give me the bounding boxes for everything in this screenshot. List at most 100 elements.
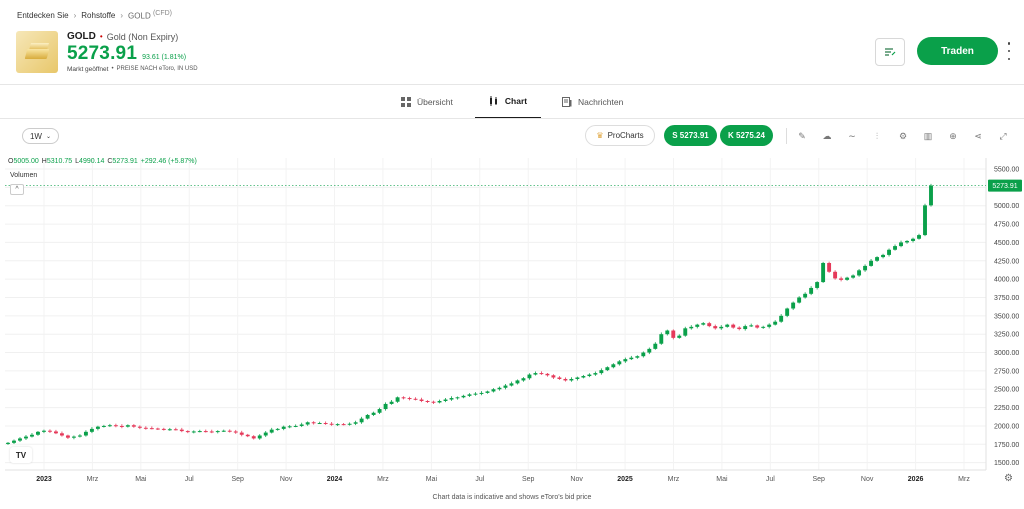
candle (161, 428, 166, 430)
candle (587, 374, 592, 377)
procharts-button[interactable]: ♛ ProCharts (585, 125, 655, 146)
candle (815, 282, 820, 288)
news-icon (562, 97, 572, 107)
y-tick-label: 2500.00 (994, 387, 1019, 394)
sell-button[interactable]: S 5273.91 (664, 125, 717, 146)
candle (6, 442, 10, 444)
candle (581, 376, 586, 378)
timeframe-select[interactable]: 1W ⌄ (22, 128, 59, 144)
last-price-badge (988, 179, 1022, 192)
candle (77, 435, 82, 437)
candle (821, 262, 826, 283)
gear-icon[interactable]: ⚙ (898, 130, 908, 141)
candle (719, 326, 724, 329)
candle (227, 430, 232, 432)
x-tick-label: Sep (813, 476, 826, 483)
tab-chart[interactable]: Chart (475, 85, 541, 119)
x-tick-label: Nov (280, 476, 293, 483)
candle (881, 254, 885, 258)
cloud-icon[interactable]: ☁ (822, 130, 832, 141)
chart-disclaimer: Chart data is indicative and shows eToro… (432, 494, 592, 501)
chart-settings-gear-icon[interactable]: ⚙ (1004, 473, 1013, 484)
x-tick-label: Nov (861, 476, 874, 483)
price-source-note: PREISE NACH eToro, IN USD (116, 66, 198, 72)
candle (143, 427, 148, 429)
y-tick-label: 5000.00 (994, 203, 1019, 210)
candle (65, 435, 70, 438)
volume-toggle-button[interactable]: ^ (10, 184, 24, 195)
candle (48, 430, 52, 432)
tab-overview[interactable]: Übersicht (401, 85, 453, 119)
candle (695, 324, 700, 327)
candle (119, 425, 124, 427)
tab-chart-label: Chart (504, 96, 528, 106)
candle (869, 260, 874, 266)
indicators-icon[interactable]: ⫶ (875, 130, 879, 141)
candle (731, 324, 736, 328)
candle (389, 401, 394, 404)
candle (491, 389, 496, 392)
y-tick-label: 2000.00 (994, 423, 1019, 430)
timeframe-value: 1W (29, 131, 42, 141)
candle (431, 401, 436, 403)
volume-label: Volumen (10, 172, 38, 179)
candle (845, 277, 850, 280)
x-tick-label: Mai (426, 476, 438, 483)
line-icon[interactable]: ∼ (848, 130, 856, 141)
ohlc-readout: O5005.00 H5310.75 L4990.14 C5273.91 +292… (8, 158, 197, 165)
breadcrumb-current: GOLD (CFD) (128, 10, 173, 21)
candle (527, 374, 532, 379)
candle (311, 422, 316, 424)
share-icon[interactable]: ⋖ (974, 130, 982, 141)
candle (473, 393, 478, 395)
candle (149, 428, 154, 430)
candle (545, 373, 550, 376)
candle (917, 235, 921, 239)
candle (191, 431, 196, 433)
price-chart[interactable]: 5500.005250.005000.004750.004500.004250.… (0, 152, 1024, 488)
buy-button[interactable]: K 5275.24 (720, 125, 773, 146)
candle (221, 430, 226, 432)
pencil-icon[interactable]: ✎ (798, 130, 806, 141)
watchlist-button[interactable] (875, 38, 905, 66)
candle (197, 431, 202, 433)
candle (683, 328, 688, 336)
candle (641, 352, 646, 357)
candle (575, 377, 580, 379)
expand-icon[interactable]: ⤢ (999, 130, 1007, 141)
candle (449, 398, 454, 400)
more-options-icon[interactable] (1005, 42, 1013, 60)
candle (281, 426, 286, 429)
trade-button[interactable]: Traden (917, 37, 998, 65)
y-tick-label: 4250.00 (994, 258, 1019, 265)
ohlc-change: +292.46 (+5.87%) (140, 158, 197, 165)
y-tick-label: 5500.00 (994, 167, 1019, 174)
breadcrumb-explore[interactable]: Entdecken Sie (17, 10, 69, 20)
tradingview-logo[interactable]: TV (10, 447, 32, 463)
candle (36, 431, 40, 435)
candle (383, 403, 388, 410)
asset-symbol: GOLD (67, 31, 96, 42)
candle (755, 325, 760, 328)
candle (623, 359, 628, 362)
candle (42, 430, 46, 432)
tabs-divider (0, 118, 1024, 119)
candle (551, 375, 556, 378)
candle (713, 326, 718, 329)
y-tick-label: 3250.00 (994, 332, 1019, 339)
plus-circle-icon[interactable]: ⊕ (949, 130, 957, 141)
asset-price: 5273.91 (67, 43, 138, 64)
ohlc-high: 5310.75 (46, 158, 73, 165)
candle (617, 361, 622, 365)
x-tick-label: Jul (185, 476, 194, 483)
candle (395, 397, 400, 402)
tab-news[interactable]: Nachrichten (562, 85, 623, 119)
candle (737, 327, 742, 330)
candle (659, 334, 664, 344)
gold-bar-logo (16, 31, 58, 73)
bar-chart-icon[interactable]: ▥ (923, 130, 933, 141)
candle (773, 321, 778, 325)
breadcrumb-commodities[interactable]: Rohstoffe (81, 10, 116, 20)
candle (569, 378, 574, 381)
x-tick-label: 2023 (36, 476, 52, 483)
